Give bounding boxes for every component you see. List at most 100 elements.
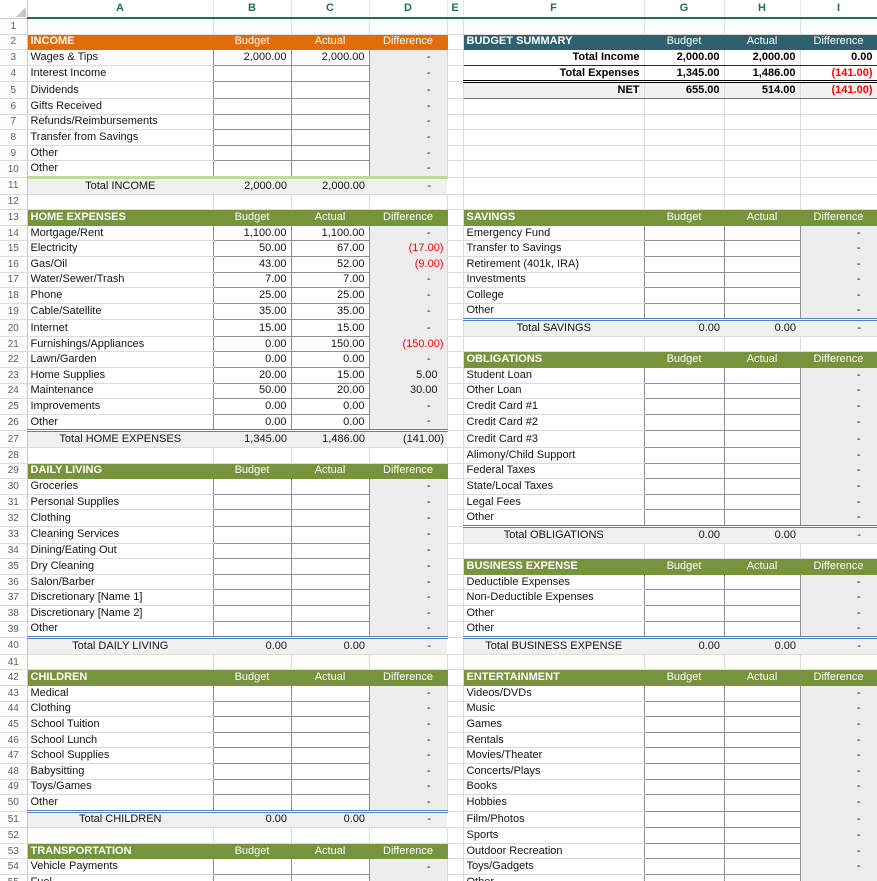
section-header-title[interactable]: HOME EXPENSES: [26, 209, 214, 226]
difference-value-cell[interactable]: -: [800, 827, 877, 844]
budget-value-cell[interactable]: [212, 874, 292, 881]
cell-I41[interactable]: [800, 654, 877, 671]
item-label-cell[interactable]: Discretionary [Name 2]: [27, 605, 213, 622]
item-label-cell[interactable]: School Tuition: [27, 716, 213, 733]
difference-value-cell[interactable]: -: [800, 763, 877, 779]
item-label-cell[interactable]: Babysitting: [27, 763, 213, 780]
cell-E2[interactable]: [447, 34, 464, 51]
column-label-budget[interactable]: Budget: [212, 33, 292, 51]
budget-value-cell[interactable]: [212, 620, 292, 639]
item-label-cell[interactable]: Other: [27, 414, 213, 432]
column-label-actual[interactable]: Actual: [723, 33, 801, 51]
cell-G41[interactable]: [644, 654, 725, 671]
row-header-51[interactable]: 51: [0, 811, 28, 829]
cell-C41[interactable]: [291, 654, 370, 671]
item-label-cell[interactable]: Furnishings/Appliances: [27, 336, 213, 353]
item-label-cell[interactable]: Legal Fees: [463, 494, 644, 511]
row-header-48[interactable]: 48: [0, 763, 28, 780]
cell-G12[interactable]: [644, 194, 725, 211]
actual-value-cell[interactable]: [723, 398, 801, 415]
difference-value-cell[interactable]: -: [800, 605, 877, 622]
row-header-9[interactable]: 9: [0, 145, 28, 162]
difference-value-cell[interactable]: -: [369, 351, 448, 368]
difference-value-cell[interactable]: -: [369, 558, 448, 575]
budget-value-cell[interactable]: [643, 700, 725, 718]
item-label-cell[interactable]: Toys/Games: [27, 779, 213, 796]
actual-value-cell[interactable]: [723, 794, 801, 812]
actual-value-cell[interactable]: [723, 762, 801, 780]
actual-value-cell[interactable]: [290, 558, 370, 575]
budget-value-cell[interactable]: [212, 526, 292, 544]
row-header-17[interactable]: 17: [0, 272, 28, 289]
budget-value-cell[interactable]: 50.00: [212, 382, 292, 400]
actual-value-cell[interactable]: [290, 716, 370, 733]
item-label-cell[interactable]: Water/Sewer/Trash: [27, 272, 213, 289]
column-label-budget[interactable]: Budget: [212, 842, 292, 860]
item-label-cell[interactable]: Rentals: [463, 732, 644, 749]
cell-E37[interactable]: [447, 589, 464, 606]
item-label-cell[interactable]: Books: [463, 779, 644, 796]
total-difference-cell[interactable]: -: [800, 318, 877, 337]
difference-value-cell[interactable]: -: [369, 605, 448, 622]
item-label-cell[interactable]: Clothing: [27, 509, 213, 527]
row-header-23[interactable]: 23: [0, 367, 28, 384]
cell-E28[interactable]: [447, 447, 464, 464]
actual-value-cell[interactable]: [290, 700, 370, 718]
actual-value-cell[interactable]: [723, 302, 801, 321]
cell-E8[interactable]: [447, 129, 464, 146]
budget-value-cell[interactable]: [643, 842, 725, 860]
item-label-cell[interactable]: Credit Card #2: [463, 414, 644, 432]
actual-value-cell[interactable]: 1,100.00: [290, 224, 370, 242]
total-budget-cell[interactable]: 0.00: [644, 525, 724, 544]
cell-I10[interactable]: [800, 160, 877, 178]
budget-value-cell[interactable]: [643, 447, 725, 464]
column-label-difference[interactable]: Difference: [799, 558, 877, 575]
difference-value-cell[interactable]: -: [369, 589, 448, 606]
actual-value-cell[interactable]: [290, 129, 370, 146]
item-label-cell[interactable]: Other: [27, 160, 213, 178]
actual-value-cell[interactable]: [723, 255, 801, 273]
row-header-24[interactable]: 24: [0, 383, 28, 400]
difference-value-cell[interactable]: (150.00): [369, 336, 448, 352]
budget-value-cell[interactable]: [212, 700, 292, 718]
row-header-36[interactable]: 36: [0, 574, 28, 591]
actual-value-cell[interactable]: 7.00: [290, 271, 370, 289]
difference-value-cell[interactable]: -: [369, 272, 448, 288]
total-budget-cell[interactable]: 2,000.00: [213, 175, 291, 195]
actual-value-cell[interactable]: [290, 858, 370, 876]
row-header-16[interactable]: 16: [0, 256, 28, 273]
budget-value-cell[interactable]: 15.00: [212, 319, 292, 337]
total-budget-cell[interactable]: 0.00: [644, 636, 724, 655]
actual-value-cell[interactable]: [290, 493, 370, 511]
item-label-cell[interactable]: Emergency Fund: [463, 225, 644, 242]
cell-D41[interactable]: [369, 654, 448, 671]
section-header-title[interactable]: SAVINGS: [462, 209, 645, 226]
difference-value-cell[interactable]: -: [369, 621, 448, 638]
actual-value-cell[interactable]: [290, 731, 370, 749]
item-label-cell[interactable]: Electricity: [27, 240, 213, 257]
summary-budget-cell[interactable]: 1,345.00: [644, 65, 725, 84]
row-header-35[interactable]: 35: [0, 558, 28, 575]
budget-value-cell[interactable]: [212, 81, 292, 99]
column-label-actual[interactable]: Actual: [290, 842, 370, 860]
row-header-47[interactable]: 47: [0, 747, 28, 764]
column-label-budget[interactable]: Budget: [212, 669, 292, 686]
item-label-cell[interactable]: Other: [27, 145, 213, 162]
cell-H9[interactable]: [724, 145, 801, 162]
budget-value-cell[interactable]: [212, 542, 292, 560]
summary-actual-cell[interactable]: 1,486.00: [724, 65, 801, 84]
actual-value-cell[interactable]: [290, 144, 370, 162]
budget-value-cell[interactable]: [212, 684, 292, 702]
cell-E29[interactable]: [447, 463, 464, 480]
cell-E49[interactable]: [447, 779, 464, 796]
difference-value-cell[interactable]: -: [800, 225, 877, 241]
total-budget-cell[interactable]: 0.00: [213, 636, 291, 655]
item-label-cell[interactable]: Toys/Gadgets: [463, 858, 644, 876]
column-label-budget[interactable]: Budget: [643, 33, 725, 51]
cell-E26[interactable]: [447, 414, 464, 432]
cell-D12[interactable]: [369, 194, 448, 211]
column-label-actual[interactable]: Actual: [723, 558, 801, 575]
column-label-actual[interactable]: Actual: [723, 209, 801, 226]
column-label-actual[interactable]: Actual: [290, 209, 370, 226]
row-header-11[interactable]: 11: [0, 177, 28, 195]
